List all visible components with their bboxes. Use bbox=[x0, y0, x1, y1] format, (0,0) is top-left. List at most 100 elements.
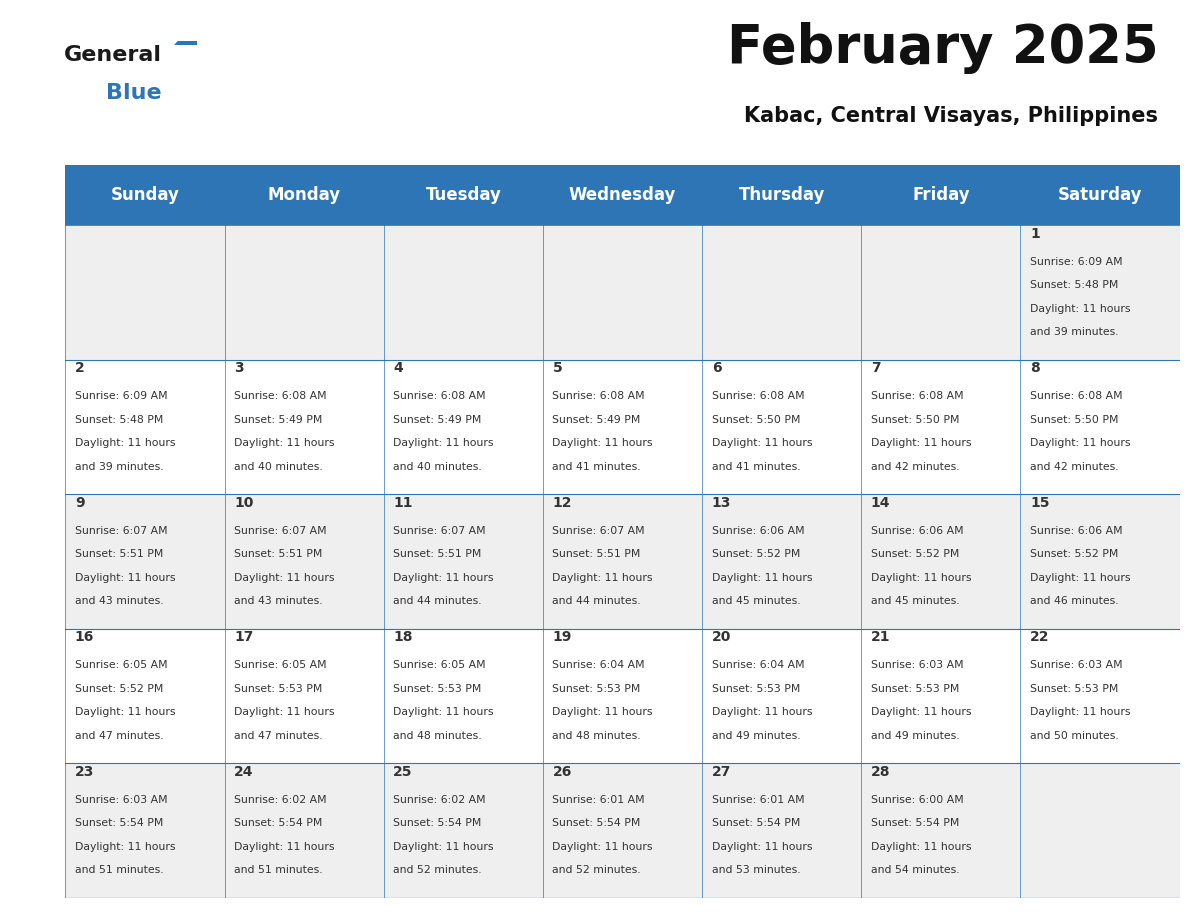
Text: Daylight: 11 hours: Daylight: 11 hours bbox=[75, 707, 176, 717]
Text: Sunrise: 6:07 AM: Sunrise: 6:07 AM bbox=[75, 525, 168, 535]
Text: Thursday: Thursday bbox=[739, 186, 824, 205]
Text: and 42 minutes.: and 42 minutes. bbox=[1030, 462, 1119, 472]
Text: 13: 13 bbox=[712, 496, 731, 509]
Text: and 45 minutes.: and 45 minutes. bbox=[871, 596, 960, 606]
Text: Kabac, Central Visayas, Philippines: Kabac, Central Visayas, Philippines bbox=[745, 106, 1158, 126]
Text: Daylight: 11 hours: Daylight: 11 hours bbox=[393, 573, 494, 583]
Text: Sunset: 5:54 PM: Sunset: 5:54 PM bbox=[75, 818, 163, 828]
Text: and 41 minutes.: and 41 minutes. bbox=[712, 462, 801, 472]
Text: Daylight: 11 hours: Daylight: 11 hours bbox=[393, 842, 494, 852]
Text: 10: 10 bbox=[234, 496, 253, 509]
Text: and 45 minutes.: and 45 minutes. bbox=[712, 596, 801, 606]
Text: Sunrise: 6:04 AM: Sunrise: 6:04 AM bbox=[712, 660, 804, 670]
Text: 2: 2 bbox=[75, 362, 84, 375]
Text: 4: 4 bbox=[393, 362, 403, 375]
Text: Sunrise: 6:06 AM: Sunrise: 6:06 AM bbox=[712, 525, 804, 535]
Text: Monday: Monday bbox=[267, 186, 341, 205]
Text: 26: 26 bbox=[552, 765, 571, 778]
Text: Sunrise: 6:01 AM: Sunrise: 6:01 AM bbox=[712, 794, 804, 804]
Text: Sunday: Sunday bbox=[110, 186, 179, 205]
Text: and 44 minutes.: and 44 minutes. bbox=[393, 596, 482, 606]
Text: Sunset: 5:52 PM: Sunset: 5:52 PM bbox=[712, 549, 800, 559]
Text: and 52 minutes.: and 52 minutes. bbox=[552, 865, 642, 875]
Text: and 47 minutes.: and 47 minutes. bbox=[234, 731, 323, 741]
Text: 24: 24 bbox=[234, 765, 253, 778]
Text: Sunrise: 6:03 AM: Sunrise: 6:03 AM bbox=[871, 660, 963, 670]
Text: Sunset: 5:49 PM: Sunset: 5:49 PM bbox=[393, 415, 481, 424]
Text: Friday: Friday bbox=[912, 186, 969, 205]
Bar bbox=[65, 165, 1180, 225]
Text: Daylight: 11 hours: Daylight: 11 hours bbox=[234, 573, 335, 583]
Text: Daylight: 11 hours: Daylight: 11 hours bbox=[552, 573, 653, 583]
Text: 22: 22 bbox=[1030, 631, 1049, 644]
Text: 18: 18 bbox=[393, 631, 412, 644]
Text: Sunrise: 6:03 AM: Sunrise: 6:03 AM bbox=[1030, 660, 1123, 670]
Text: and 42 minutes.: and 42 minutes. bbox=[871, 462, 960, 472]
Text: Sunrise: 6:08 AM: Sunrise: 6:08 AM bbox=[871, 391, 963, 401]
Text: Sunset: 5:54 PM: Sunset: 5:54 PM bbox=[393, 818, 481, 828]
Text: Sunrise: 6:02 AM: Sunrise: 6:02 AM bbox=[234, 794, 327, 804]
Text: and 44 minutes.: and 44 minutes. bbox=[552, 596, 642, 606]
Text: Sunrise: 6:06 AM: Sunrise: 6:06 AM bbox=[871, 525, 963, 535]
Text: and 51 minutes.: and 51 minutes. bbox=[234, 865, 323, 875]
Text: Sunset: 5:53 PM: Sunset: 5:53 PM bbox=[393, 684, 481, 693]
Text: Daylight: 11 hours: Daylight: 11 hours bbox=[712, 842, 813, 852]
Polygon shape bbox=[175, 21, 197, 45]
Text: Sunset: 5:53 PM: Sunset: 5:53 PM bbox=[1030, 684, 1118, 693]
Text: Daylight: 11 hours: Daylight: 11 hours bbox=[871, 842, 972, 852]
Text: Blue: Blue bbox=[106, 84, 162, 104]
Text: Daylight: 11 hours: Daylight: 11 hours bbox=[1030, 573, 1131, 583]
Text: Daylight: 11 hours: Daylight: 11 hours bbox=[234, 707, 335, 717]
Text: Sunrise: 6:06 AM: Sunrise: 6:06 AM bbox=[1030, 525, 1123, 535]
Text: and 39 minutes.: and 39 minutes. bbox=[1030, 327, 1119, 337]
Text: and 47 minutes.: and 47 minutes. bbox=[75, 731, 164, 741]
Text: 25: 25 bbox=[393, 765, 412, 778]
Text: Sunrise: 6:08 AM: Sunrise: 6:08 AM bbox=[1030, 391, 1123, 401]
Text: Sunrise: 6:05 AM: Sunrise: 6:05 AM bbox=[393, 660, 486, 670]
Text: 3: 3 bbox=[234, 362, 244, 375]
Text: Sunset: 5:52 PM: Sunset: 5:52 PM bbox=[1030, 549, 1118, 559]
Text: 1: 1 bbox=[1030, 227, 1040, 241]
Text: 17: 17 bbox=[234, 631, 253, 644]
Bar bbox=[65, 763, 1180, 898]
Text: and 51 minutes.: and 51 minutes. bbox=[75, 865, 164, 875]
Text: Sunrise: 6:08 AM: Sunrise: 6:08 AM bbox=[393, 391, 486, 401]
Text: and 40 minutes.: and 40 minutes. bbox=[234, 462, 323, 472]
Text: 9: 9 bbox=[75, 496, 84, 509]
Text: Sunset: 5:54 PM: Sunset: 5:54 PM bbox=[712, 818, 800, 828]
Text: 12: 12 bbox=[552, 496, 571, 509]
Bar bbox=[65, 629, 1180, 763]
Text: Daylight: 11 hours: Daylight: 11 hours bbox=[871, 573, 972, 583]
Text: Daylight: 11 hours: Daylight: 11 hours bbox=[871, 707, 972, 717]
Text: and 48 minutes.: and 48 minutes. bbox=[552, 731, 642, 741]
Text: Sunset: 5:54 PM: Sunset: 5:54 PM bbox=[234, 818, 322, 828]
Text: Daylight: 11 hours: Daylight: 11 hours bbox=[1030, 304, 1131, 314]
Text: Sunset: 5:52 PM: Sunset: 5:52 PM bbox=[871, 549, 959, 559]
Text: 28: 28 bbox=[871, 765, 890, 778]
Text: Daylight: 11 hours: Daylight: 11 hours bbox=[75, 573, 176, 583]
Text: and 43 minutes.: and 43 minutes. bbox=[75, 596, 164, 606]
Text: Daylight: 11 hours: Daylight: 11 hours bbox=[552, 842, 653, 852]
Text: Daylight: 11 hours: Daylight: 11 hours bbox=[712, 438, 813, 448]
Text: Sunset: 5:53 PM: Sunset: 5:53 PM bbox=[712, 684, 800, 693]
Text: 19: 19 bbox=[552, 631, 571, 644]
Text: Daylight: 11 hours: Daylight: 11 hours bbox=[552, 707, 653, 717]
Text: Sunset: 5:54 PM: Sunset: 5:54 PM bbox=[871, 818, 959, 828]
Text: Sunset: 5:49 PM: Sunset: 5:49 PM bbox=[552, 415, 640, 424]
Text: Daylight: 11 hours: Daylight: 11 hours bbox=[712, 707, 813, 717]
Text: Sunset: 5:50 PM: Sunset: 5:50 PM bbox=[712, 415, 801, 424]
Text: 15: 15 bbox=[1030, 496, 1049, 509]
Text: Sunset: 5:52 PM: Sunset: 5:52 PM bbox=[75, 684, 163, 693]
Text: and 49 minutes.: and 49 minutes. bbox=[712, 731, 801, 741]
Text: Sunrise: 6:09 AM: Sunrise: 6:09 AM bbox=[1030, 256, 1123, 266]
Text: Sunrise: 6:04 AM: Sunrise: 6:04 AM bbox=[552, 660, 645, 670]
Text: Sunset: 5:49 PM: Sunset: 5:49 PM bbox=[234, 415, 322, 424]
Text: Sunset: 5:53 PM: Sunset: 5:53 PM bbox=[234, 684, 322, 693]
Text: Daylight: 11 hours: Daylight: 11 hours bbox=[234, 438, 335, 448]
Text: and 43 minutes.: and 43 minutes. bbox=[234, 596, 323, 606]
Text: Sunset: 5:51 PM: Sunset: 5:51 PM bbox=[75, 549, 163, 559]
Text: and 53 minutes.: and 53 minutes. bbox=[712, 865, 801, 875]
Text: Daylight: 11 hours: Daylight: 11 hours bbox=[75, 438, 176, 448]
Text: and 50 minutes.: and 50 minutes. bbox=[1030, 731, 1119, 741]
Text: Sunrise: 6:08 AM: Sunrise: 6:08 AM bbox=[712, 391, 804, 401]
